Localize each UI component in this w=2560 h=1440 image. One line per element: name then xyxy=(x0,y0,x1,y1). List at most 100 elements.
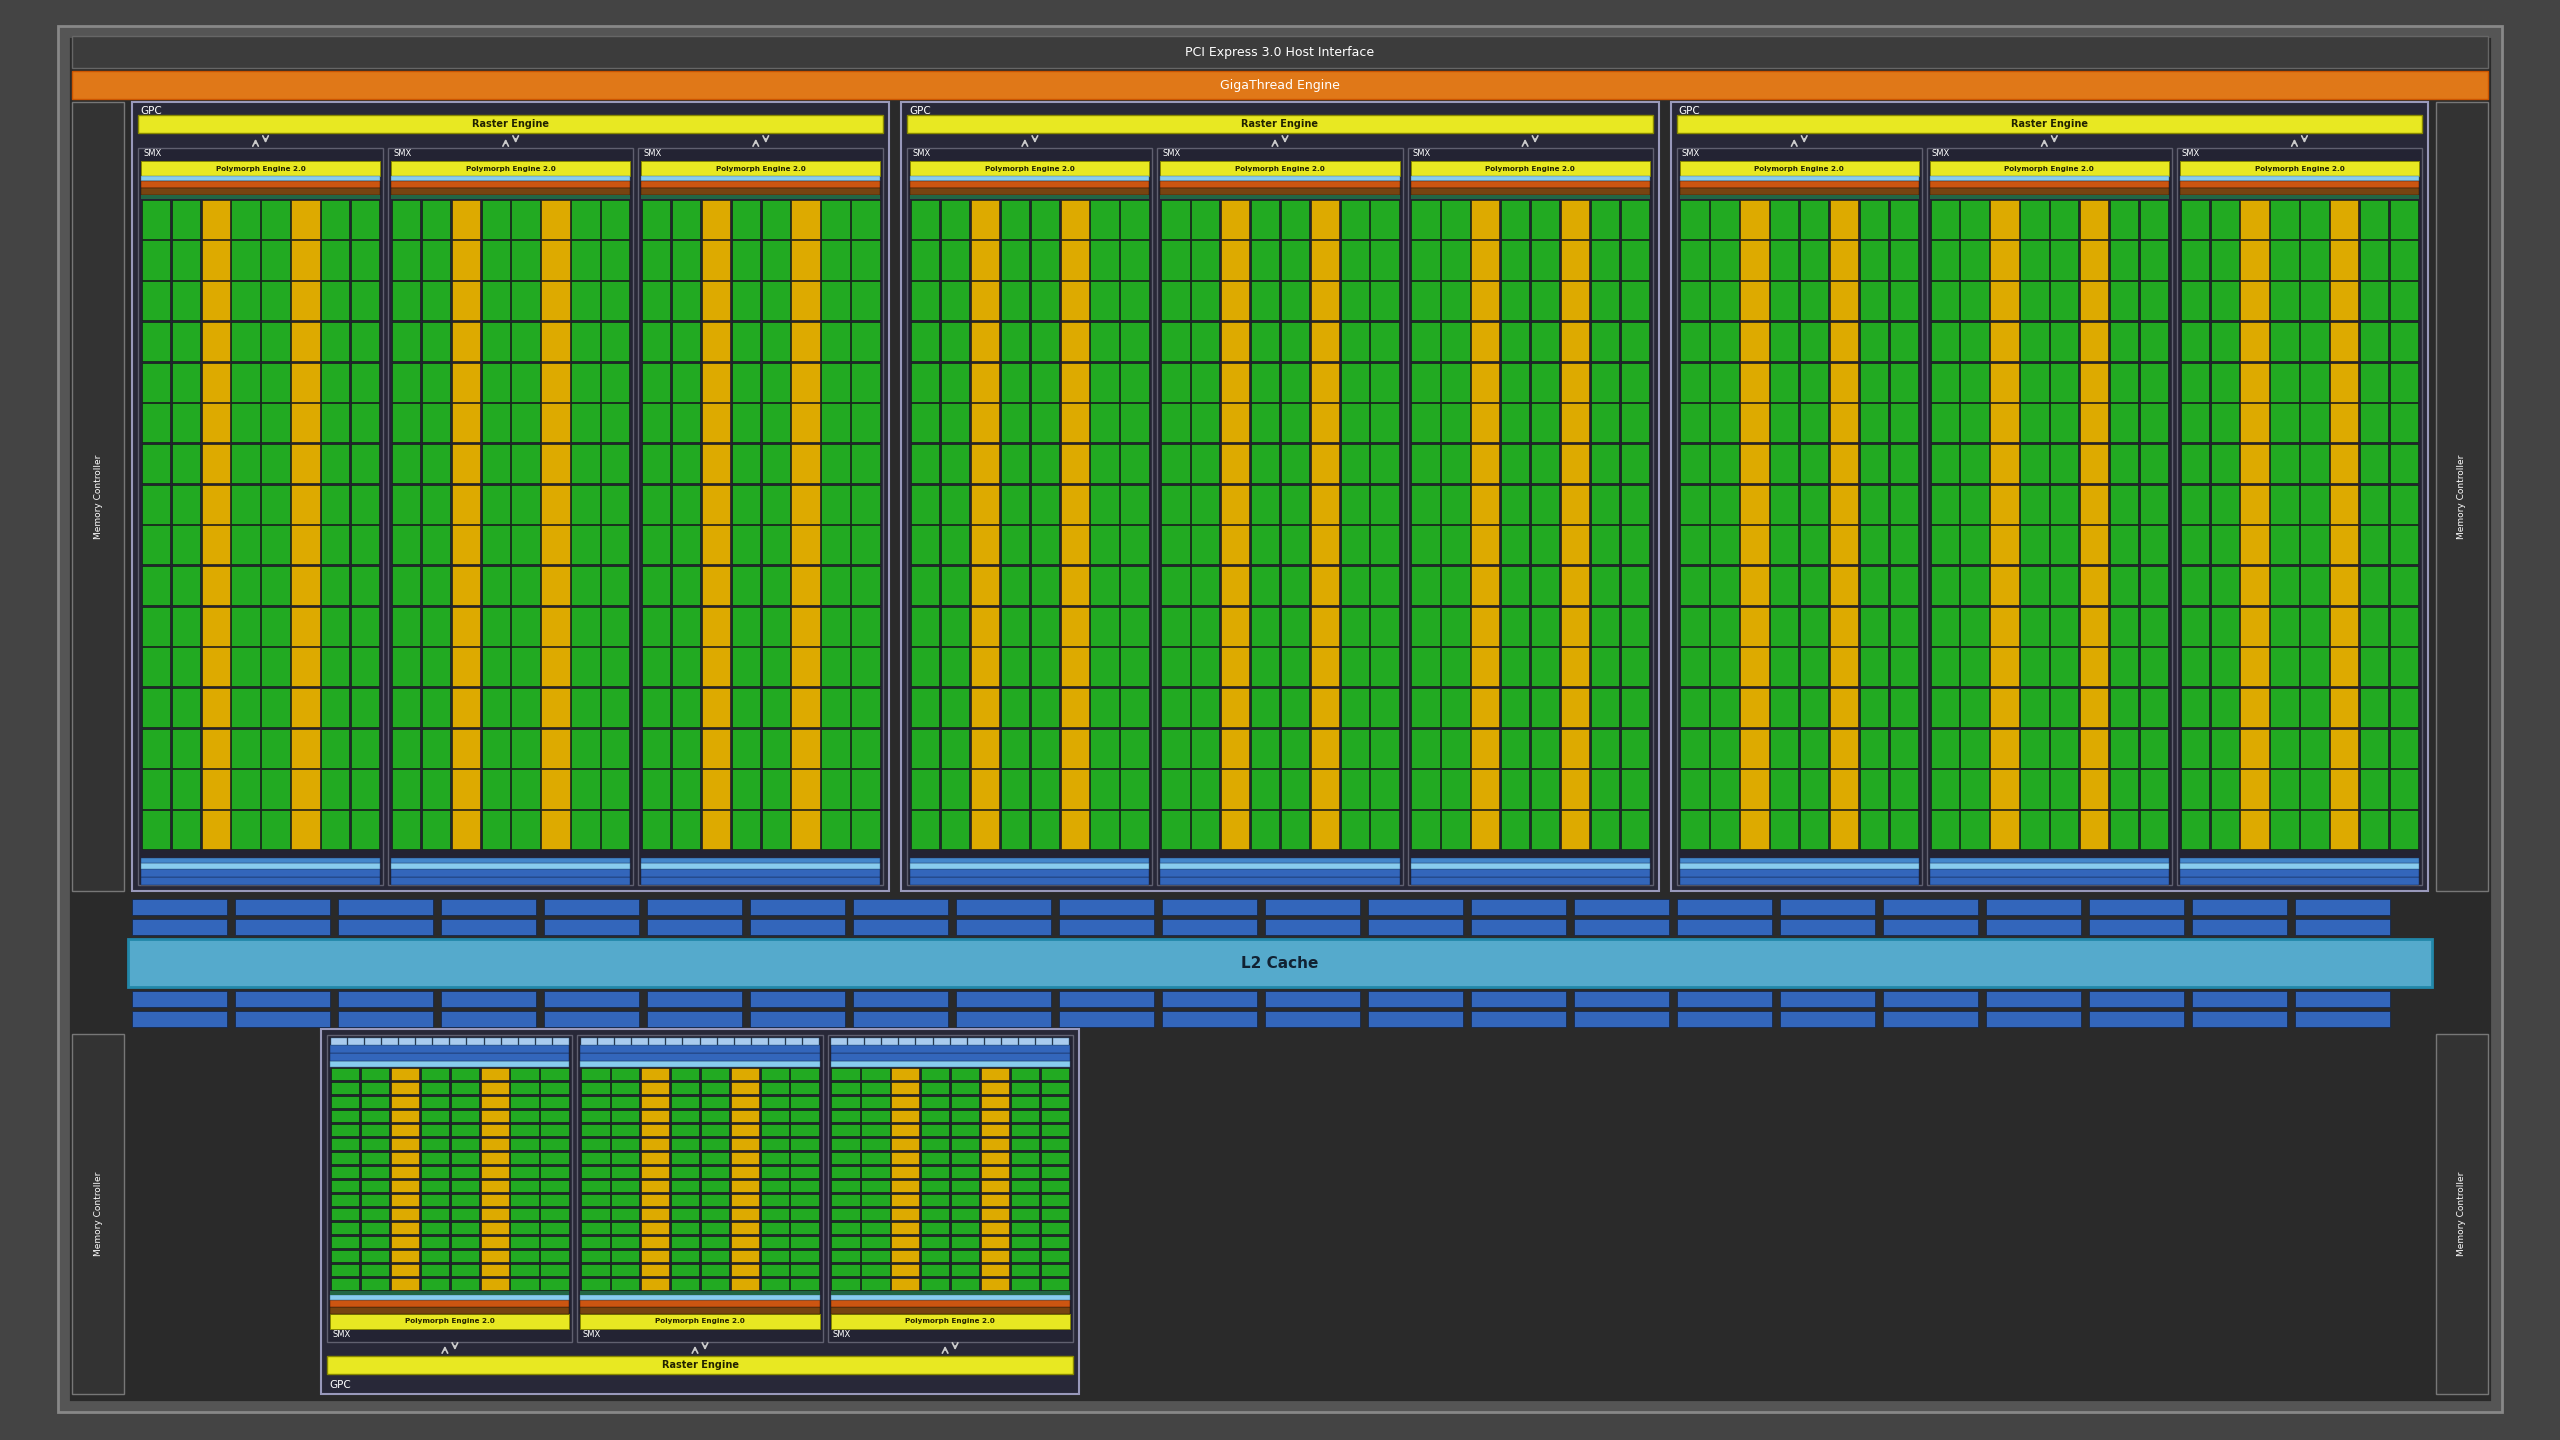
Bar xyxy=(1441,200,1469,239)
Bar xyxy=(648,991,742,1007)
Bar xyxy=(481,729,509,768)
Bar xyxy=(320,240,348,279)
Bar xyxy=(852,811,881,850)
Bar xyxy=(911,729,940,768)
Bar xyxy=(2020,648,2048,687)
Bar xyxy=(832,1179,860,1192)
Bar xyxy=(1060,688,1088,727)
Text: Raster Engine: Raster Engine xyxy=(1242,120,1318,130)
Bar xyxy=(351,444,379,482)
Bar xyxy=(1679,863,1920,868)
Bar xyxy=(1620,769,1649,808)
Bar xyxy=(292,363,320,402)
Bar xyxy=(1672,102,2427,891)
Bar xyxy=(1252,363,1280,402)
Bar xyxy=(540,729,571,768)
Bar xyxy=(2301,688,2330,727)
Bar xyxy=(732,729,760,768)
Bar xyxy=(1710,566,1738,605)
Bar xyxy=(1280,811,1308,850)
Bar xyxy=(1679,811,1708,850)
Bar xyxy=(1162,444,1190,482)
Bar xyxy=(1889,811,1917,850)
Bar xyxy=(392,281,420,320)
Bar xyxy=(980,1277,1009,1290)
Bar xyxy=(829,1300,1070,1308)
Text: Memory Controller: Memory Controller xyxy=(95,1172,102,1256)
Bar xyxy=(581,1313,819,1329)
Bar xyxy=(911,200,940,239)
Bar xyxy=(901,102,1659,891)
Bar xyxy=(1221,688,1249,727)
Bar xyxy=(512,444,540,482)
Bar xyxy=(1091,485,1119,524)
Bar xyxy=(852,606,881,645)
Bar xyxy=(2140,526,2168,564)
Bar xyxy=(451,1138,479,1151)
Bar xyxy=(1679,444,1708,482)
Bar xyxy=(2360,729,2388,768)
Bar xyxy=(671,1110,699,1122)
Bar xyxy=(1121,688,1149,727)
Bar xyxy=(1011,1138,1039,1151)
Bar xyxy=(640,176,881,181)
Bar xyxy=(860,1236,888,1248)
Bar xyxy=(1341,526,1370,564)
Bar xyxy=(2271,281,2299,320)
Bar xyxy=(1574,1011,1669,1027)
Bar xyxy=(1472,323,1500,361)
Bar xyxy=(1441,403,1469,442)
Bar xyxy=(950,1096,978,1109)
Bar xyxy=(701,1221,730,1234)
Bar xyxy=(760,281,791,320)
Bar xyxy=(1411,858,1649,863)
Bar xyxy=(671,729,701,768)
Bar xyxy=(791,200,819,239)
Bar xyxy=(451,240,479,279)
Bar xyxy=(1162,200,1190,239)
Bar xyxy=(1562,526,1590,564)
Bar xyxy=(911,281,940,320)
Bar xyxy=(392,403,420,442)
Bar xyxy=(2181,566,2209,605)
Bar xyxy=(1679,526,1708,564)
Bar xyxy=(791,1123,819,1136)
Bar xyxy=(1311,566,1339,605)
Bar xyxy=(829,1308,1070,1313)
Bar xyxy=(172,323,200,361)
Bar xyxy=(1989,648,2020,687)
Text: Polymorph Engine 2.0: Polymorph Engine 2.0 xyxy=(986,166,1075,171)
Bar xyxy=(911,877,1149,886)
Bar xyxy=(392,729,420,768)
Bar xyxy=(540,1179,568,1192)
Bar xyxy=(2391,811,2419,850)
Bar xyxy=(451,403,479,442)
Bar xyxy=(2181,863,2419,868)
Bar xyxy=(1032,729,1060,768)
Bar xyxy=(791,566,819,605)
Bar xyxy=(2360,648,2388,687)
Bar xyxy=(847,1037,865,1044)
Bar xyxy=(540,648,571,687)
Bar xyxy=(481,363,509,402)
Bar xyxy=(950,1166,978,1178)
Bar xyxy=(1032,811,1060,850)
Bar xyxy=(760,1236,788,1248)
Bar xyxy=(1679,485,1708,524)
Bar xyxy=(481,1277,509,1290)
Bar xyxy=(950,1179,978,1192)
Bar xyxy=(141,363,169,402)
Bar xyxy=(292,485,320,524)
Bar xyxy=(1930,161,2168,176)
Bar xyxy=(420,1236,448,1248)
Bar xyxy=(1162,526,1190,564)
Bar xyxy=(2191,919,2286,935)
Bar xyxy=(701,1166,730,1178)
Text: Memory Controller: Memory Controller xyxy=(2458,454,2465,539)
Bar xyxy=(643,485,671,524)
Bar xyxy=(292,769,320,808)
Bar xyxy=(1011,1277,1039,1290)
Bar xyxy=(701,688,730,727)
Bar xyxy=(1370,444,1398,482)
Bar xyxy=(1441,769,1469,808)
